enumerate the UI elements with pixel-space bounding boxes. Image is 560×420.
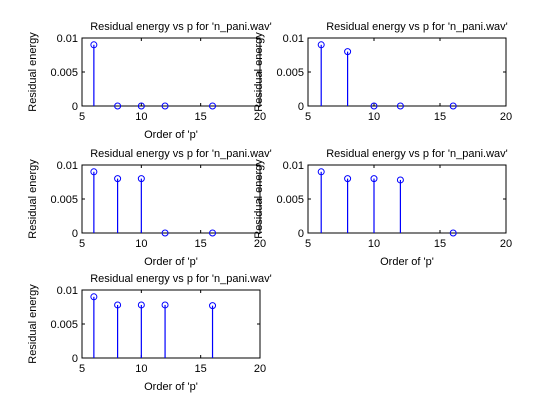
x-tick-label: 5 [305,111,311,123]
chart-title: Residual energy vs p for 'n_pani.wav' [90,148,272,160]
y-tick-label: 0.005 [50,319,78,331]
stem-marker [344,175,352,183]
stem-marker [161,229,169,237]
plot-area [307,37,507,107]
stem-marker [161,301,169,309]
x-tick-label: 5 [79,363,85,375]
y-axis-label: Residual energy [27,159,39,239]
y-tick-label: 0.005 [50,67,78,79]
stem-marker [370,175,378,183]
x-axis-label: Order of 'p' [144,256,198,268]
stem-marker [114,175,122,183]
chart-title: Residual energy vs p for 'n_pani.wav' [90,273,272,285]
x-tick-label: 10 [135,238,147,250]
stem-marker [114,102,122,110]
chart-title: Residual energy vs p for 'n_pani.wav' [90,21,272,33]
x-tick-label: 20 [254,111,266,123]
stem-marker [317,41,325,49]
stem-marker [370,102,378,110]
stem-marker [90,293,98,301]
x-tick-label: 5 [305,238,311,250]
x-tick-label: 20 [500,238,512,250]
stem-marker [137,102,145,110]
stem-marker [449,229,457,237]
y-axis-label: Residual energy [253,159,265,239]
y-tick-label: 0.01 [57,33,78,45]
y-tick-label: 0 [72,101,78,113]
x-tick-label: 10 [368,111,380,123]
y-axis-label: Residual energy [27,284,39,364]
x-tick-label: 15 [195,363,207,375]
y-tick-label: 0.01 [283,33,304,45]
x-tick-label: 10 [135,111,147,123]
stem-marker [114,301,122,309]
x-tick-label: 15 [434,111,446,123]
stem-marker [396,176,404,184]
y-tick-label: 0.005 [276,194,304,206]
chart-title: Residual energy vs p for 'n_pani.wav' [326,21,508,33]
chart-title: Residual energy vs p for 'n_pani.wav' [326,148,508,160]
y-tick-label: 0 [298,228,304,240]
stem-marker [449,102,457,110]
plot-area [81,37,261,107]
stem-marker [317,168,325,176]
x-tick-label: 10 [368,238,380,250]
plot-area [81,289,261,359]
stem-marker [209,102,217,110]
x-axis-label: Order of 'p' [144,129,198,141]
x-tick-label: 10 [135,363,147,375]
y-axis-label: Residual energy [27,32,39,112]
x-tick-label: 15 [195,238,207,250]
y-tick-label: 0 [72,353,78,365]
plot-area [81,164,261,234]
x-tick-label: 20 [500,111,512,123]
y-tick-label: 0.005 [50,194,78,206]
x-axis-label: Order of 'p' [144,381,198,393]
stem-marker [137,301,145,309]
y-tick-label: 0 [72,228,78,240]
plot-area [307,164,507,234]
stem-marker [209,302,217,310]
y-tick-label: 0.01 [57,160,78,172]
x-axis-label: Order of 'p' [380,256,434,268]
stem-marker [396,102,404,110]
stem-marker [90,41,98,49]
x-tick-label: 15 [195,111,207,123]
y-tick-label: 0 [298,101,304,113]
stem-marker [344,48,352,56]
y-tick-label: 0.01 [283,160,304,172]
x-tick-label: 5 [79,238,85,250]
stem-marker [90,168,98,176]
x-tick-label: 20 [254,238,266,250]
stem-marker [137,175,145,183]
stem-marker [209,229,217,237]
y-axis-label: Residual energy [253,32,265,112]
x-tick-label: 20 [254,363,266,375]
x-tick-label: 15 [434,238,446,250]
x-tick-label: 5 [79,111,85,123]
stem-marker [161,102,169,110]
y-tick-label: 0.005 [276,67,304,79]
y-tick-label: 0.01 [57,285,78,297]
